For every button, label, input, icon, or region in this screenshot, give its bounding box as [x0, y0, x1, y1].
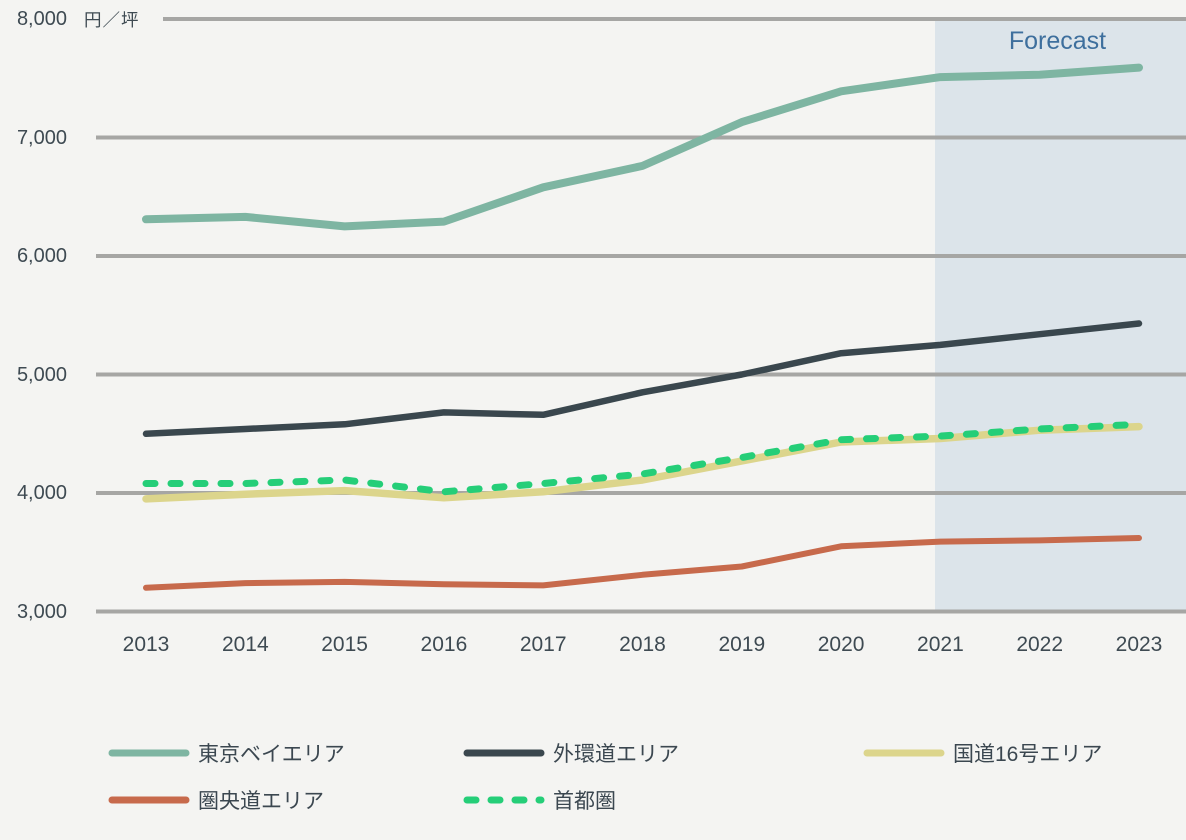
x-axis-tick-label-2017: 2017: [519, 633, 567, 656]
legend-label: 国道16号エリア: [953, 743, 1103, 766]
x-axis-tick-label-2021: 2021: [917, 633, 964, 656]
legend-swatch-dashed-line-icon: [463, 796, 545, 804]
y-axis-unit-label: 円／坪: [84, 10, 140, 30]
y-axis-tick-label-7000: 7,000: [16, 126, 67, 149]
series-line-圏央道エリア: [143, 535, 1142, 591]
y-axis-tick-label-5000: 5,000: [16, 363, 67, 386]
x-axis-tick-label-2020: 2020: [817, 633, 865, 656]
x-axis-tick-label-2022: 2022: [1016, 633, 1064, 656]
series-line-外環道エリア: [142, 320, 1143, 438]
legend-swatch-line-icon: [108, 796, 190, 804]
x-axis-tick-label-2013: 2013: [122, 633, 170, 656]
legend-item-首都圏: 首都圏: [463, 785, 616, 815]
series-line-東京ベイエリア: [142, 63, 1143, 231]
legend-swatch-line-icon: [463, 749, 545, 757]
legend-label: 東京ベイエリア: [198, 743, 345, 766]
legend-label: 外環道エリア: [553, 743, 679, 766]
legend-label: 圏央道エリア: [198, 790, 324, 813]
x-axis-tick-label-2023: 2023: [1115, 633, 1163, 656]
x-axis-tick-label-2014: 2014: [221, 633, 269, 656]
y-axis-tick-label-8000: 8,000: [16, 8, 67, 30]
forecast-label: Forecast: [1008, 27, 1107, 55]
x-axis-tick-label-2018: 2018: [619, 633, 666, 656]
legend-swatch-line-icon: [863, 749, 945, 757]
legend-item-外環道エリア: 外環道エリア: [463, 738, 679, 768]
legend-swatch-line-icon: [108, 749, 190, 757]
y-axis-tick-label-4000: 4,000: [16, 482, 67, 504]
legend-item-東京ベイエリア: 東京ベイエリア: [108, 738, 345, 768]
x-axis-tick-label-2016: 2016: [420, 633, 468, 656]
series-line-首都圏: [142, 420, 1143, 496]
legend-item-国道16号エリア: 国道16号エリア: [863, 738, 1102, 768]
y-axis-tick-label-6000: 6,000: [16, 245, 67, 267]
forecast-band: [935, 19, 1186, 612]
legend-label: 首都圏: [553, 790, 616, 813]
legend-item-圏央道エリア: 圏央道エリア: [108, 785, 324, 815]
x-axis-tick-label-2019: 2019: [718, 633, 766, 656]
x-axis-tick-label-2015: 2015: [321, 633, 368, 656]
y-axis-tick-label-3000: 3,000: [16, 600, 67, 623]
